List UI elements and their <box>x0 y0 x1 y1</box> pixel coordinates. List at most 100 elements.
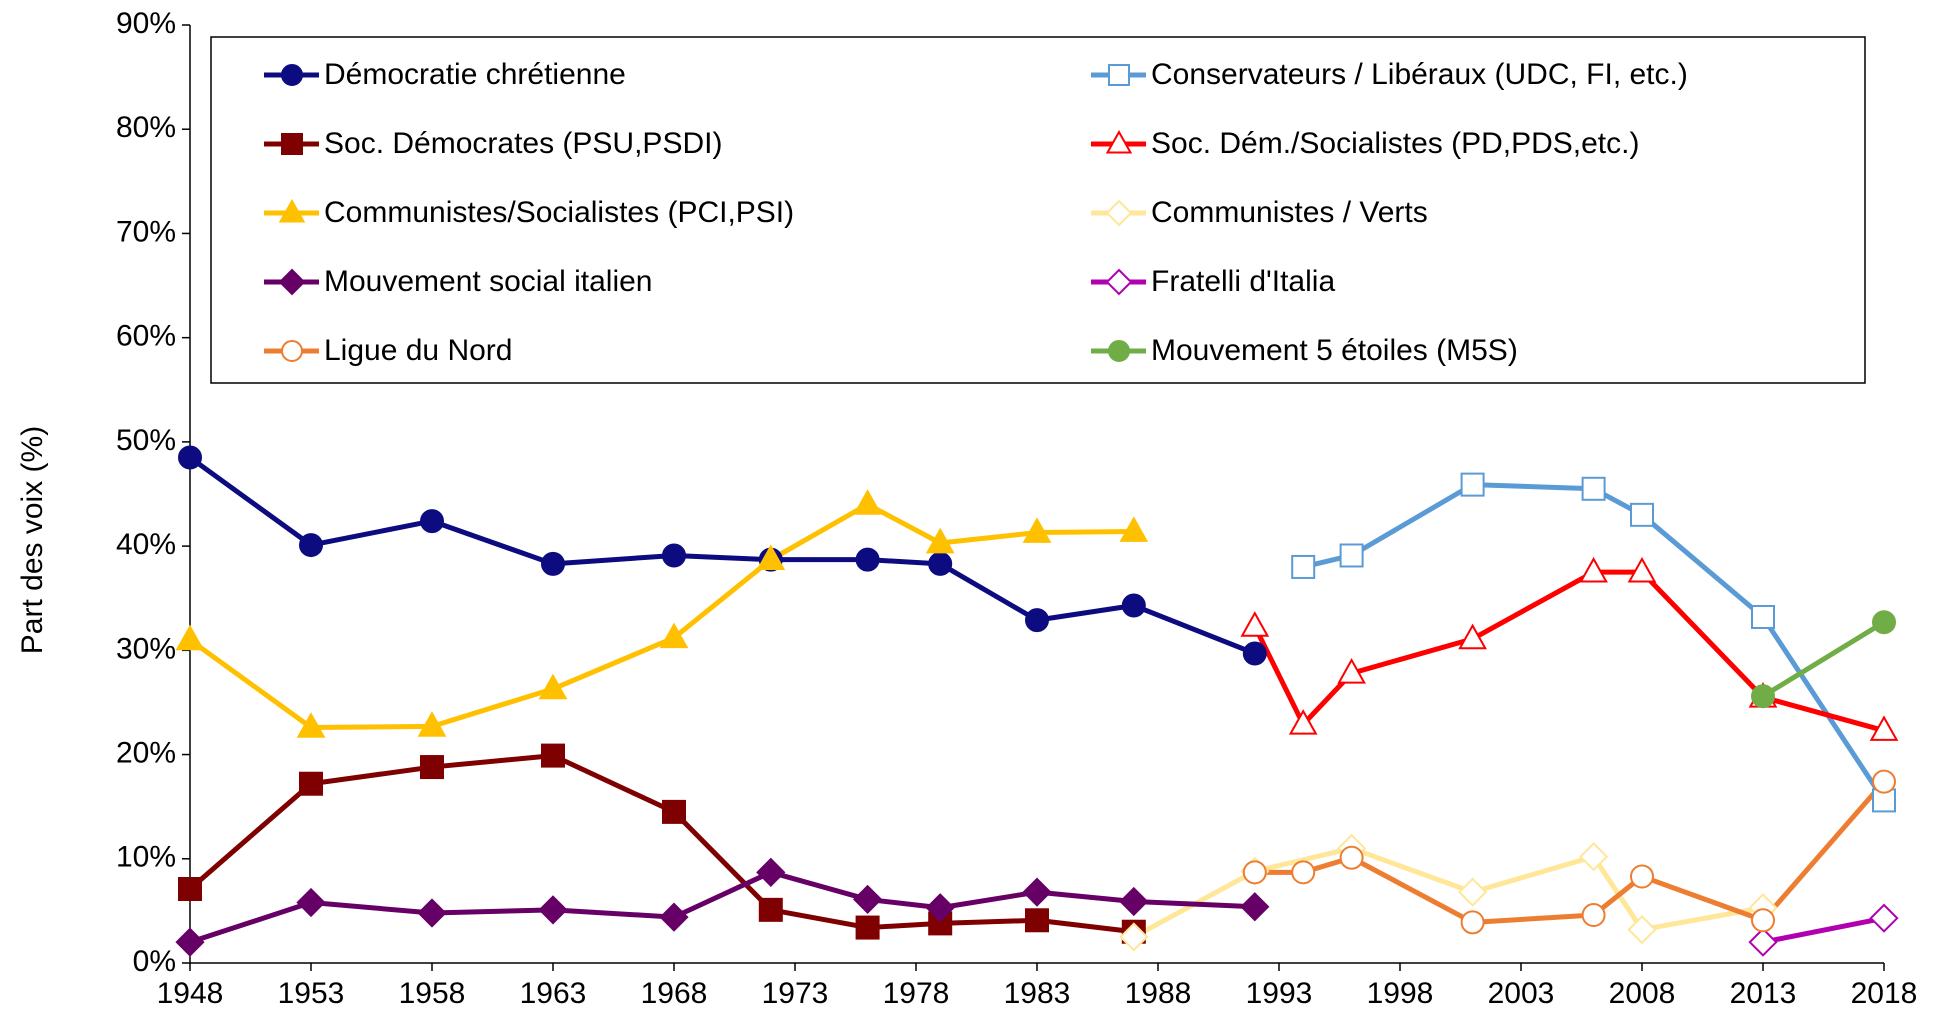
x-tick-label: 2008 <box>1609 977 1676 1010</box>
marker <box>278 268 306 296</box>
marker <box>659 902 689 932</box>
marker <box>541 743 565 768</box>
marker <box>1460 472 1485 497</box>
x-tick-label: 1993 <box>1246 977 1313 1010</box>
marker <box>756 544 786 571</box>
marker <box>1339 845 1364 870</box>
legend: Démocratie chrétienne Conservateurs / Lib… <box>210 36 1866 384</box>
legend-box <box>210 36 1866 384</box>
y-tick-label: 50% <box>116 424 176 457</box>
x-tick-label: 2018 <box>1851 977 1918 1010</box>
marker <box>1869 903 1899 933</box>
series-line <box>1302 482 1887 802</box>
marker <box>925 893 955 923</box>
marker <box>1581 903 1606 928</box>
marker <box>1108 340 1130 362</box>
marker <box>1751 908 1775 933</box>
marker <box>853 489 882 515</box>
marker <box>925 527 955 554</box>
series-line <box>1761 620 1886 699</box>
marker <box>299 771 323 796</box>
marker <box>1578 842 1609 872</box>
marker <box>1748 927 1778 957</box>
marker <box>1627 915 1657 945</box>
marker <box>1119 922 1149 952</box>
marker <box>420 509 444 534</box>
x-tick-label: 1988 <box>1125 977 1192 1010</box>
marker <box>541 551 565 576</box>
marker <box>1458 623 1487 650</box>
x-tick-label: 1973 <box>762 977 829 1010</box>
marker <box>1105 129 1133 154</box>
legend-label: Mouvement social italien <box>324 265 653 298</box>
marker <box>1119 516 1149 542</box>
y-tick-label: 20% <box>116 736 176 769</box>
marker <box>855 547 880 572</box>
marker <box>1240 892 1270 922</box>
marker <box>1240 611 1270 637</box>
marker <box>1105 268 1133 296</box>
x-tick-label: 1983 <box>1004 977 1071 1010</box>
marker <box>1872 610 1896 635</box>
marker <box>278 198 306 223</box>
marker <box>1025 608 1049 633</box>
marker <box>296 887 326 918</box>
x-tick-label: 2013 <box>1730 977 1797 1010</box>
legend-label: Communistes/Socialistes (PCI,PSI) <box>324 196 794 229</box>
x-tick-label: 1958 <box>399 977 466 1010</box>
y-tick-label: 0% <box>133 945 176 978</box>
marker <box>1337 658 1366 684</box>
marker <box>538 895 568 925</box>
x-tick-label: 1953 <box>278 977 345 1010</box>
marker <box>758 897 783 922</box>
marker <box>1869 715 1899 741</box>
y-tick-label: 60% <box>116 320 176 353</box>
marker <box>281 340 303 362</box>
x-tick-label: 1968 <box>641 977 708 1010</box>
marker <box>178 445 202 470</box>
marker <box>175 927 205 957</box>
marker <box>852 884 883 915</box>
y-tick-label: 40% <box>116 528 176 561</box>
marker <box>928 551 953 576</box>
marker <box>1105 199 1133 227</box>
x-tick-label: 1998 <box>1367 977 1434 1010</box>
legend-label: Soc. Démocrates (PSU,PSDI) <box>324 127 722 160</box>
marker <box>662 543 686 568</box>
y-tick-label: 10% <box>116 841 176 874</box>
series-line <box>1252 569 1885 733</box>
marker <box>1022 517 1052 543</box>
marker <box>756 857 786 887</box>
series-line <box>1132 845 1764 940</box>
series-line <box>188 753 1135 935</box>
series-line <box>189 869 1255 945</box>
y-tick-label: 30% <box>116 632 176 665</box>
marker <box>1339 543 1364 568</box>
marker <box>281 64 303 86</box>
marker <box>662 799 686 824</box>
y-tick-label: 90% <box>116 7 176 40</box>
marker <box>659 622 689 649</box>
legend-label: Conservateurs / Libéraux (UDC, FI, etc.) <box>1151 58 1688 91</box>
series-line <box>1762 915 1885 945</box>
x-tick-label: 1978 <box>883 977 950 1010</box>
x-tick-label: 2003 <box>1488 977 1555 1010</box>
marker <box>299 533 323 558</box>
marker <box>1022 877 1052 907</box>
marker <box>1291 860 1316 885</box>
marker <box>417 898 447 928</box>
marker <box>1025 908 1049 933</box>
x-tick-label: 1948 <box>157 977 224 1010</box>
marker <box>1872 769 1896 794</box>
series-line <box>188 501 1134 730</box>
legend-label: Ligue du Nord <box>324 334 512 367</box>
marker <box>1288 709 1318 735</box>
marker <box>1581 476 1606 501</box>
marker <box>1751 684 1775 709</box>
marker <box>296 712 326 738</box>
y-tick-label: 80% <box>116 111 176 144</box>
marker <box>1579 556 1608 583</box>
y-tick-label: 70% <box>116 215 176 248</box>
marker <box>1457 877 1488 907</box>
